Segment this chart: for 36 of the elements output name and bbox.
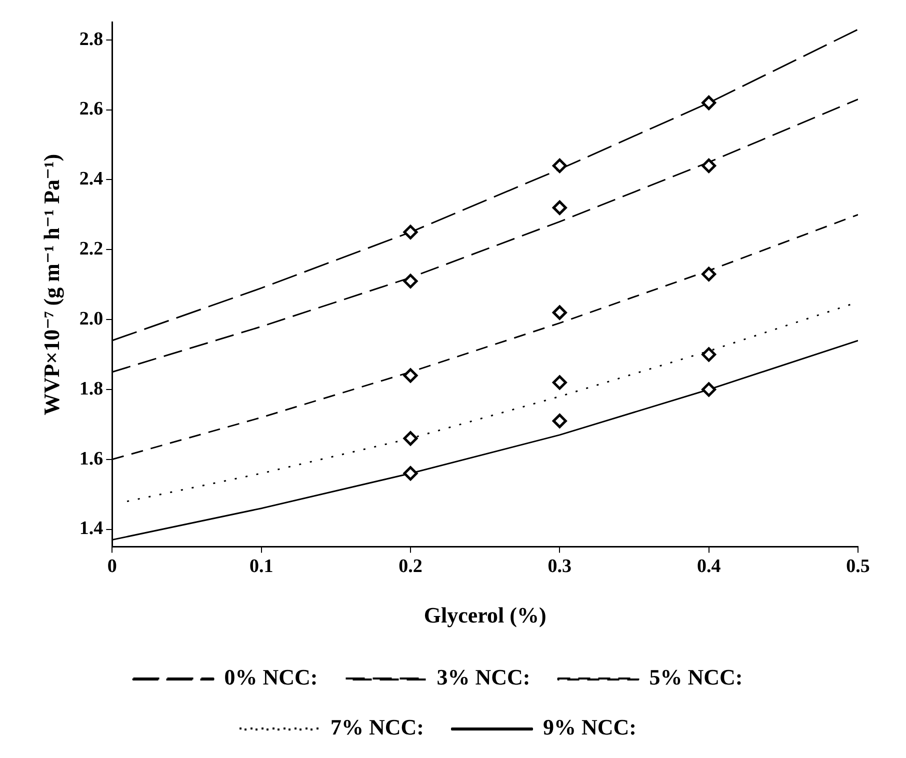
y-tick-label: 2.4 [79,168,104,190]
y-tick-label: 2.2 [79,238,104,260]
point [403,466,418,481]
point [702,158,716,173]
y-tick-label: 2.0 [79,308,104,330]
x-tick-label: 0.4 [696,556,722,578]
x-tick-label: 0 [107,556,117,578]
point [552,158,567,173]
y-tick-label: 2.8 [79,28,104,50]
point [403,224,418,240]
point [552,375,567,390]
point [552,414,567,428]
point [702,266,716,282]
point [702,347,716,362]
legend-label: 7% NCC: [330,714,424,740]
x-tick-label: 0.5 [846,556,870,578]
x-tick-label: 0.1 [249,556,274,578]
point [552,305,567,320]
legend-label: 9% NCC: [543,714,636,740]
y-axis-title: WVP×10⁻⁷ (g m⁻¹ h⁻¹ Pa⁻¹) [38,154,64,416]
legend-label: 3% NCC: [436,664,530,690]
point [702,382,716,397]
point [552,200,567,215]
x-axis-title: Glycerol (%) [424,602,546,628]
y-tick-label: 1.6 [79,448,104,470]
point [403,431,418,446]
legend-label: 0% NCC: [224,664,318,690]
y-tick-label: 1.8 [79,378,104,400]
legend-label: 5% NCC: [649,664,743,690]
y-tick-label: 2.6 [79,98,104,120]
point [403,368,418,383]
point [702,96,716,110]
x-tick-label: 0.3 [548,556,572,578]
point [403,274,418,288]
x-tick-label: 0.2 [398,556,422,578]
y-tick-label: 1.4 [79,518,104,540]
